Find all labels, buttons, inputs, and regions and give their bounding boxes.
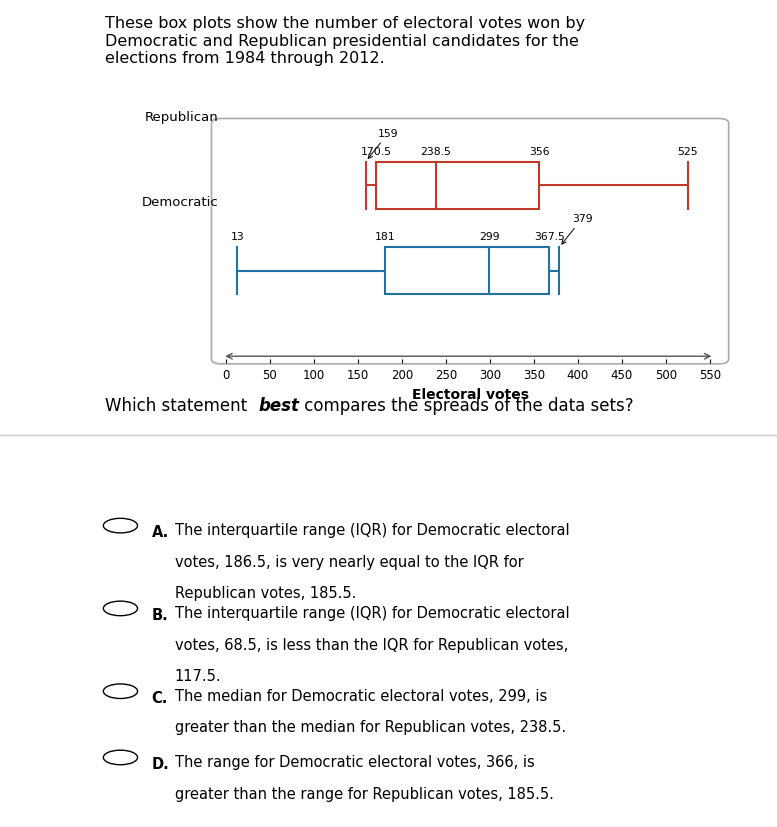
Text: The median for Democratic electoral votes, 299, is: The median for Democratic electoral vote… (175, 688, 547, 703)
Text: D.: D. (152, 756, 169, 771)
Text: 181: 181 (375, 232, 395, 242)
Text: 159: 159 (368, 129, 399, 160)
Text: best: best (259, 396, 300, 414)
Bar (376, 162, 539, 209)
Text: 170.5: 170.5 (361, 146, 392, 156)
Text: greater than the median for Republican votes, 238.5.: greater than the median for Republican v… (175, 719, 566, 734)
Text: Which statement: Which statement (105, 396, 253, 414)
Text: 356: 356 (529, 146, 549, 156)
Text: 379: 379 (562, 214, 592, 245)
Text: 367.5: 367.5 (534, 232, 565, 242)
Text: greater than the range for Republican votes, 185.5.: greater than the range for Republican vo… (175, 786, 554, 801)
Text: votes, 68.5, is less than the IQR for Republican votes,: votes, 68.5, is less than the IQR for Re… (175, 637, 568, 652)
Bar (385, 248, 549, 295)
Text: The interquartile range (IQR) for Democratic electoral: The interquartile range (IQR) for Democr… (175, 605, 570, 620)
Text: Democratic: Democratic (142, 196, 219, 209)
Text: These box plots show the number of electoral votes won by
Democratic and Republi: These box plots show the number of elect… (105, 16, 585, 66)
Text: C.: C. (152, 690, 168, 705)
Text: 117.5.: 117.5. (175, 668, 221, 683)
Text: 525: 525 (678, 146, 699, 156)
Text: votes, 186.5, is very nearly equal to the IQR for: votes, 186.5, is very nearly equal to th… (175, 554, 524, 569)
Text: A.: A. (152, 524, 169, 539)
Text: Republican: Republican (145, 111, 219, 124)
Text: 299: 299 (479, 232, 500, 242)
Text: The range for Democratic electoral votes, 366, is: The range for Democratic electoral votes… (175, 754, 535, 769)
Text: The interquartile range (IQR) for Democratic electoral: The interquartile range (IQR) for Democr… (175, 523, 570, 538)
Text: 13: 13 (231, 232, 244, 242)
Text: Republican votes, 185.5.: Republican votes, 185.5. (175, 586, 356, 600)
Text: B.: B. (152, 607, 169, 622)
Text: compares the spreads of the data sets?: compares the spreads of the data sets? (299, 396, 634, 414)
X-axis label: Electoral votes: Electoral votes (412, 387, 528, 401)
Text: 238.5: 238.5 (420, 146, 451, 156)
